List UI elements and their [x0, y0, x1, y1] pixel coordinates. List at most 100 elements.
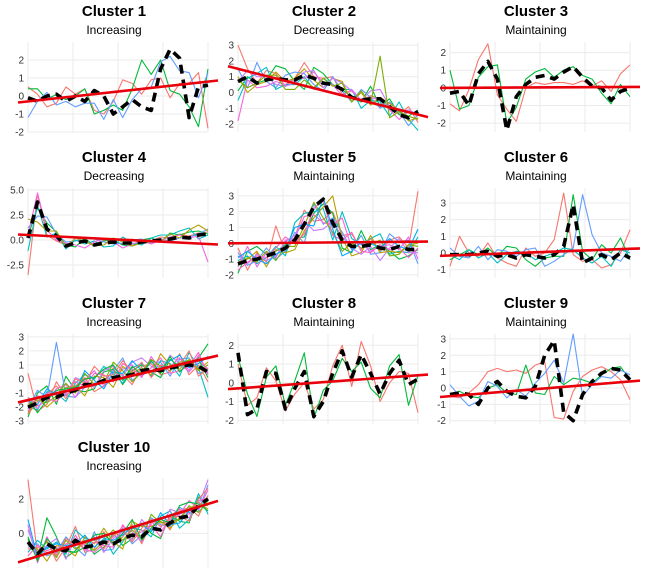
member-series-line	[237, 201, 419, 266]
y-tick-label: -2	[15, 128, 24, 139]
y-tick-label: 1	[228, 223, 234, 234]
y-tick-label: -1	[225, 104, 234, 115]
y-tick-label: -2.5	[7, 261, 25, 272]
member-series-line	[27, 355, 209, 414]
y-tick-label: 0	[18, 92, 24, 103]
trend-line	[439, 247, 641, 258]
y-tick-label: 2	[440, 351, 446, 362]
member-series-line	[27, 55, 209, 120]
y-tick-label: 3	[18, 332, 24, 343]
y-tick-label: -2	[437, 416, 446, 427]
cluster-plot: -2 -1 0 1 2	[15, 42, 219, 139]
y-tick-label: 1	[18, 74, 24, 85]
trend-line	[17, 79, 219, 104]
y-tick-label: 0	[18, 529, 24, 540]
y-tick-label: 2	[18, 494, 24, 505]
y-tick-label: 2	[228, 207, 234, 218]
member-series-line	[27, 192, 209, 263]
y-tick-label: 0	[440, 249, 446, 260]
cluster-panel: Cluster 1 Increasing -2 -1 0 1 2	[8, 0, 220, 145]
cluster-plot: 02	[17, 478, 219, 568]
y-tick-label: 3	[440, 199, 446, 210]
member-series-line	[237, 66, 419, 131]
y-tick-label: 3	[228, 41, 234, 52]
panel-subtitle: Maintaining	[505, 23, 567, 37]
y-tick-label: 5.0	[10, 186, 24, 197]
panel-title: Cluster 2	[291, 3, 357, 20]
y-tick-label: 2	[18, 56, 24, 67]
cluster-panel: Cluster 7 Increasing -3 -2 -1 0 1 2 3	[8, 292, 220, 437]
member-series-line	[237, 195, 419, 268]
trend-line	[17, 354, 219, 404]
trend-line	[439, 379, 641, 399]
cluster-panel: Cluster 10 Increasing 0 2	[8, 436, 220, 581]
centroid-line	[237, 197, 418, 266]
y-tick-label: -1	[15, 110, 24, 121]
y-tick-label: -2	[225, 416, 234, 427]
cluster-panel: Cluster 2 Decreasing -2 -1 0 1 2 3	[218, 0, 430, 145]
cluster-plot: -3 -2 -1 0 1 2 3	[15, 332, 219, 428]
centroid-line	[449, 338, 632, 423]
y-tick-label: -1	[437, 400, 446, 411]
y-tick-label: -2	[225, 270, 234, 281]
trend-line	[439, 85, 641, 90]
member-series-line	[449, 64, 631, 124]
y-tick-label: 1	[18, 360, 24, 371]
panel-title: Cluster 9	[503, 295, 569, 312]
y-tick-label: 2	[228, 56, 234, 67]
centroid-line	[26, 497, 210, 556]
panel-title: Cluster 4	[81, 149, 147, 166]
cluster-plot: -2 -1 0 1 2	[225, 334, 429, 427]
centroid-line	[236, 349, 419, 419]
y-tick-label: 3	[440, 334, 446, 345]
centroid-line	[237, 73, 419, 120]
member-series-line	[449, 361, 631, 420]
y-tick-label: -1	[225, 397, 234, 408]
panel-title: Cluster 1	[81, 3, 147, 20]
y-tick-label: 1	[228, 360, 234, 371]
cluster-panel: Cluster 6 Maintaining -1 0 1 2 3	[430, 146, 642, 291]
member-series-line	[27, 498, 209, 557]
y-tick-label: -2	[225, 120, 234, 131]
y-tick-label: 2.5	[10, 211, 24, 222]
y-tick-label: 0	[228, 378, 234, 389]
y-tick-label: 2	[228, 341, 234, 352]
y-tick-label: 1	[440, 66, 446, 77]
panel-subtitle: Maintaining	[293, 169, 355, 183]
member-series-line	[449, 43, 631, 122]
panel-title: Cluster 6	[503, 149, 569, 166]
panel-subtitle: Increasing	[86, 23, 142, 37]
member-series-line	[237, 203, 419, 266]
y-tick-label: 1	[228, 72, 234, 83]
y-tick-label: 1	[440, 367, 446, 378]
trend-line	[227, 373, 429, 391]
y-tick-label: 2	[440, 48, 446, 59]
y-tick-label: -1	[437, 101, 446, 112]
panel-subtitle: Decreasing	[83, 169, 145, 183]
cluster-panel: Cluster 4 Decreasing -2.5 0.0 2.5 5.0	[7, 146, 220, 291]
panel-subtitle: Increasing	[86, 315, 142, 329]
y-tick-label: 3	[228, 191, 234, 202]
trend-line	[17, 499, 219, 564]
trend-line	[227, 240, 429, 245]
cluster-panel: Cluster 9 Maintaining -2 -1 0 1 2 3	[430, 292, 642, 437]
panel-subtitle: Decreasing	[293, 23, 355, 37]
centroid-line	[27, 47, 209, 120]
panel-title: Cluster 5	[291, 149, 357, 166]
y-tick-label: -3	[15, 417, 24, 428]
member-series-line	[449, 333, 631, 407]
member-series-line	[237, 352, 419, 419]
panel-subtitle: Maintaining	[293, 315, 355, 329]
y-tick-label: 2	[440, 215, 446, 226]
centroid-line	[27, 363, 209, 409]
cluster-panel: Cluster 8 Maintaining -2 -1 0 1 2	[218, 292, 430, 437]
member-series-line	[27, 503, 209, 559]
panel-subtitle: Maintaining	[505, 315, 567, 329]
y-tick-label: 0.0	[10, 236, 24, 247]
panel-subtitle: Increasing	[86, 459, 142, 473]
panel-title: Cluster 10	[77, 439, 151, 456]
